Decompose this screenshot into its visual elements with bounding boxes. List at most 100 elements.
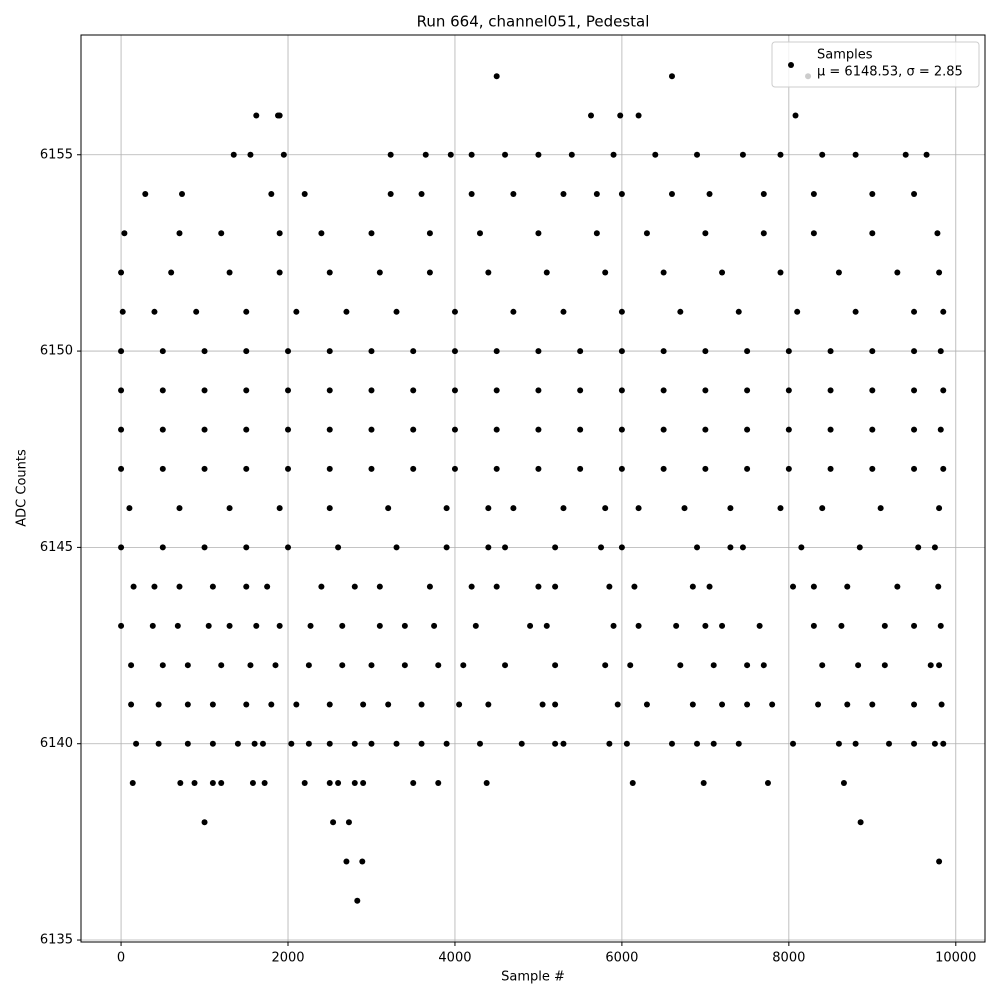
data-point — [426, 583, 433, 590]
data-point — [401, 622, 408, 629]
data-point — [335, 779, 342, 786]
data-point — [118, 465, 125, 472]
data-point — [209, 740, 216, 747]
data-point — [602, 269, 609, 276]
data-point — [301, 191, 308, 198]
data-point — [931, 544, 938, 551]
data-point — [151, 583, 158, 590]
x-tick-label: 6000 — [605, 951, 638, 966]
data-point — [118, 269, 125, 276]
data-point — [552, 740, 559, 747]
data-point — [218, 779, 225, 786]
x-tick-label: 4000 — [438, 951, 471, 966]
data-point — [869, 465, 876, 472]
data-point — [539, 701, 546, 708]
data-point — [827, 465, 834, 472]
data-point — [911, 191, 918, 198]
data-point — [610, 622, 617, 629]
data-point — [418, 740, 425, 747]
data-point — [243, 387, 250, 394]
data-point — [706, 583, 713, 590]
data-point — [201, 348, 208, 355]
data-point — [936, 269, 943, 276]
data-point — [798, 544, 805, 551]
data-point — [451, 426, 458, 433]
data-point — [259, 740, 266, 747]
data-point — [593, 230, 600, 237]
data-point — [393, 544, 400, 551]
data-point — [727, 505, 734, 512]
data-point — [343, 858, 350, 865]
data-point — [264, 583, 271, 590]
data-point — [335, 544, 342, 551]
data-point — [819, 662, 826, 669]
data-point — [247, 151, 254, 158]
data-point — [385, 505, 392, 512]
data-point — [668, 191, 675, 198]
data-point — [881, 662, 888, 669]
data-point — [618, 465, 625, 472]
plot-frame — [80, 34, 986, 943]
x-tick-label: 0 — [117, 951, 125, 966]
data-point — [193, 308, 200, 315]
data-point — [191, 779, 198, 786]
data-point — [694, 544, 701, 551]
data-point — [702, 426, 709, 433]
data-point — [485, 544, 492, 551]
data-point — [819, 151, 826, 158]
data-point — [326, 348, 333, 355]
data-point — [535, 230, 542, 237]
data-point — [493, 348, 500, 355]
data-point — [660, 387, 667, 394]
x-tick-label: 2000 — [271, 951, 304, 966]
data-point — [159, 544, 166, 551]
data-point — [280, 151, 287, 158]
data-point — [744, 662, 751, 669]
data-point — [485, 701, 492, 708]
x-tick-label: 8000 — [772, 951, 805, 966]
data-point — [940, 308, 947, 315]
data-point — [301, 779, 308, 786]
y-tick-label: 6140 — [40, 736, 73, 751]
data-point — [368, 230, 375, 237]
data-point — [535, 583, 542, 590]
data-point — [560, 308, 567, 315]
data-point — [660, 269, 667, 276]
data-point — [560, 191, 567, 198]
data-point — [261, 779, 268, 786]
data-point — [343, 308, 350, 315]
data-point — [285, 465, 292, 472]
data-point — [702, 348, 709, 355]
data-point — [243, 544, 250, 551]
data-point — [426, 230, 433, 237]
data-point — [552, 583, 559, 590]
data-point — [326, 701, 333, 708]
data-point — [351, 583, 358, 590]
data-point — [201, 544, 208, 551]
data-point — [226, 269, 233, 276]
data-point — [915, 544, 922, 551]
data-point — [243, 701, 250, 708]
data-point — [376, 622, 383, 629]
data-point — [911, 308, 918, 315]
data-point — [451, 465, 458, 472]
data-point — [660, 426, 667, 433]
data-point — [744, 348, 751, 355]
data-point — [702, 622, 709, 629]
data-point — [326, 505, 333, 512]
data-point — [518, 740, 525, 747]
data-point — [456, 701, 463, 708]
data-point — [936, 858, 943, 865]
data-point — [330, 819, 337, 826]
data-point — [869, 191, 876, 198]
data-point — [869, 701, 876, 708]
data-point — [276, 505, 283, 512]
data-point — [934, 230, 941, 237]
data-point — [735, 740, 742, 747]
data-point — [819, 505, 826, 512]
data-point — [815, 701, 822, 708]
data-point — [835, 269, 842, 276]
data-point — [226, 505, 233, 512]
data-point — [631, 583, 638, 590]
data-point — [243, 348, 250, 355]
